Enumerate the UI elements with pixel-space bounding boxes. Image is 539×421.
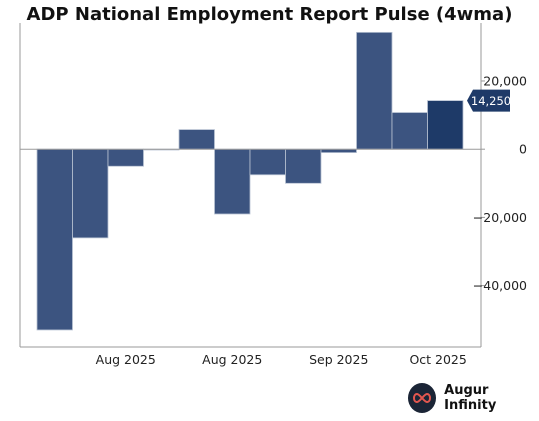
bar (285, 148, 322, 184)
bar (72, 148, 109, 239)
bar (391, 112, 428, 150)
labels-group: 20,000 0 −20,000 −40,000 Aug 2025 Aug 2025 Sep… (96, 73, 527, 367)
axes-group (19, 23, 485, 348)
bar (356, 31, 393, 150)
x-tick-label: Oct 2025 (409, 352, 466, 367)
brand: Augur Infinity (408, 383, 539, 413)
bar (427, 100, 464, 150)
infinity-icon (408, 383, 437, 413)
bar (320, 148, 357, 153)
last-value-label: 14,250 (467, 89, 511, 112)
y-tick-label: 20,000 (483, 73, 527, 88)
bar (36, 148, 73, 331)
bar (107, 148, 144, 167)
y-tick-label: −20,000 (473, 210, 527, 225)
x-tick-label: Aug 2025 (202, 352, 262, 367)
bar (178, 129, 215, 150)
last-value-label-bg (467, 89, 510, 112)
bars-group (36, 31, 464, 331)
brand-name: Augur Infinity (444, 383, 497, 413)
x-tick-label: Aug 2025 (96, 352, 156, 367)
bar (249, 148, 286, 176)
y-tick-label: 0 (519, 142, 527, 157)
chart-title: ADP National Employment Report Pulse (4w… (26, 4, 513, 25)
last-value-label-text: 14,250 (471, 94, 511, 108)
bar (214, 148, 251, 215)
x-tick-label: Sep 2025 (309, 352, 368, 367)
y-tick-label: −40,000 (473, 278, 527, 293)
